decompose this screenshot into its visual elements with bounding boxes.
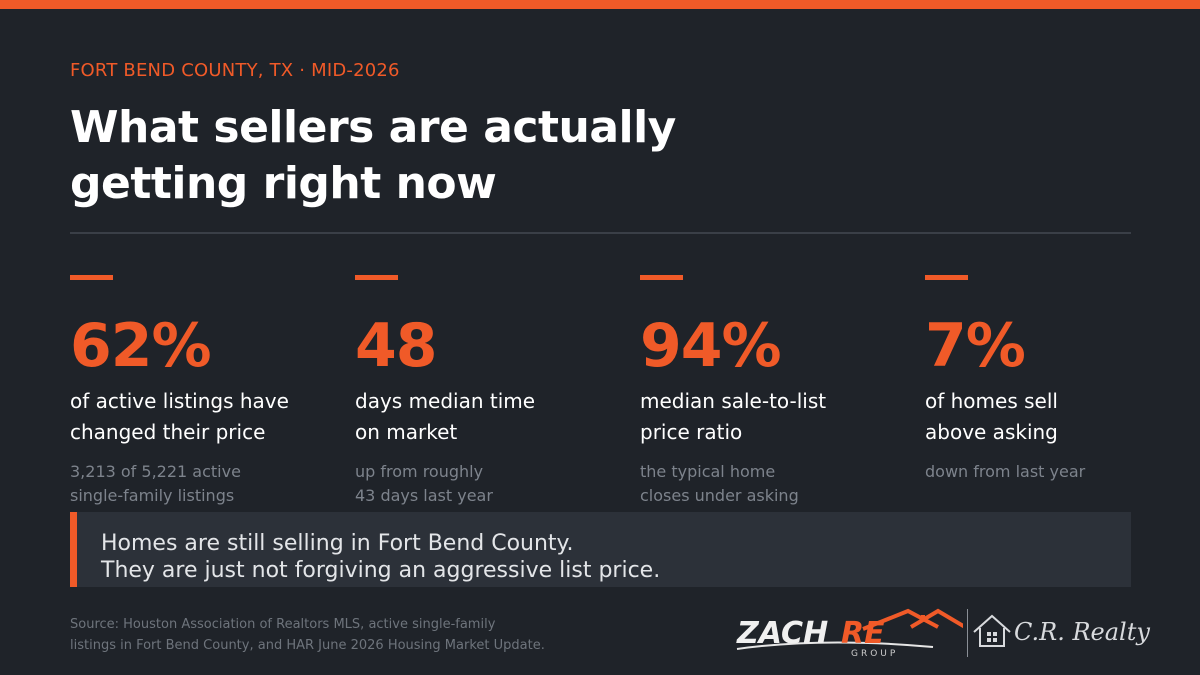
stat-note-line: 43 days last year (355, 486, 493, 505)
source-line: Source: Houston Association of Realtors … (70, 617, 496, 632)
stat-price-changes: 62% of active listings have changed thei… (70, 275, 340, 508)
stat-accent-dash (355, 275, 398, 280)
header-divider (70, 232, 1131, 234)
stat-value: 7% (925, 311, 1026, 381)
source-line: listings in Fort Bend County, and HAR Ju… (70, 638, 545, 653)
title-line-2: getting right now (70, 158, 497, 209)
stat-accent-dash (640, 275, 683, 280)
stat-note: down from last year (925, 460, 1195, 484)
stat-note: up from roughly 43 days last year (355, 460, 625, 508)
page-title: What sellers are actually getting right … (70, 100, 790, 212)
title-line-1: What sellers are actually (70, 102, 676, 153)
stat-label-line: above asking (925, 420, 1058, 444)
callout-line-2: They are just not forgiving an aggressiv… (101, 558, 661, 583)
stat-label: of homes sell above asking (925, 386, 1195, 448)
stat-value: 62% (70, 311, 212, 381)
logo-re-text: RE (841, 616, 885, 651)
stat-label-line: days median time (355, 389, 536, 413)
stat-label-line: median sale-to-list (640, 389, 827, 413)
cr-realty-logo-text: C.R. Realty (1014, 618, 1150, 646)
zachre-group-logo: ZACH RE GROUP (736, 608, 963, 659)
stat-label-line: changed their price (70, 420, 266, 444)
stat-value: 48 (355, 311, 438, 381)
logo-divider (967, 609, 968, 657)
stat-accent-dash (70, 275, 113, 280)
stat-above-asking: 7% of homes sell above asking down from … (925, 275, 1195, 484)
stat-label: of active listings have changed their pr… (70, 386, 340, 448)
stat-label-line: on market (355, 420, 458, 444)
logo-group-text: GROUP (851, 649, 898, 659)
stat-note-line: 3,213 of 5,221 active (70, 462, 241, 481)
stat-label-line: price ratio (640, 420, 743, 444)
top-accent-bar (0, 0, 1200, 9)
source-citation: Source: Houston Association of Realtors … (70, 614, 590, 656)
stat-note-line: down from last year (925, 462, 1086, 481)
stat-note-line: the typical home (640, 462, 776, 481)
stat-label-line: of homes sell (925, 389, 1058, 413)
stat-accent-dash (925, 275, 968, 280)
stat-note: 3,213 of 5,221 active single-family list… (70, 460, 340, 508)
stat-label: days median time on market (355, 386, 625, 448)
stat-note-line: up from roughly (355, 462, 484, 481)
location-date-eyebrow: FORT BEND COUNTY, TX · MID-2026 (70, 60, 400, 81)
stat-sale-to-list: 94% median sale-to-list price ratio the … (640, 275, 910, 508)
stat-label-line: of active listings have (70, 389, 289, 413)
cr-realty-house-icon (973, 614, 1011, 647)
stat-value: 94% (640, 311, 782, 381)
stat-label: median sale-to-list price ratio (640, 386, 910, 448)
stat-note-line: single-family listings (70, 486, 235, 505)
callout-line-1: Homes are still selling in Fort Bend Cou… (101, 531, 574, 556)
stat-days-on-market: 48 days median time on market up from ro… (355, 275, 625, 508)
stat-note: the typical home closes under asking (640, 460, 910, 508)
key-takeaway-callout: Homes are still selling in Fort Bend Cou… (70, 512, 1131, 587)
stat-note-line: closes under asking (640, 486, 799, 505)
logo-zach-text: ZACH (736, 616, 828, 651)
